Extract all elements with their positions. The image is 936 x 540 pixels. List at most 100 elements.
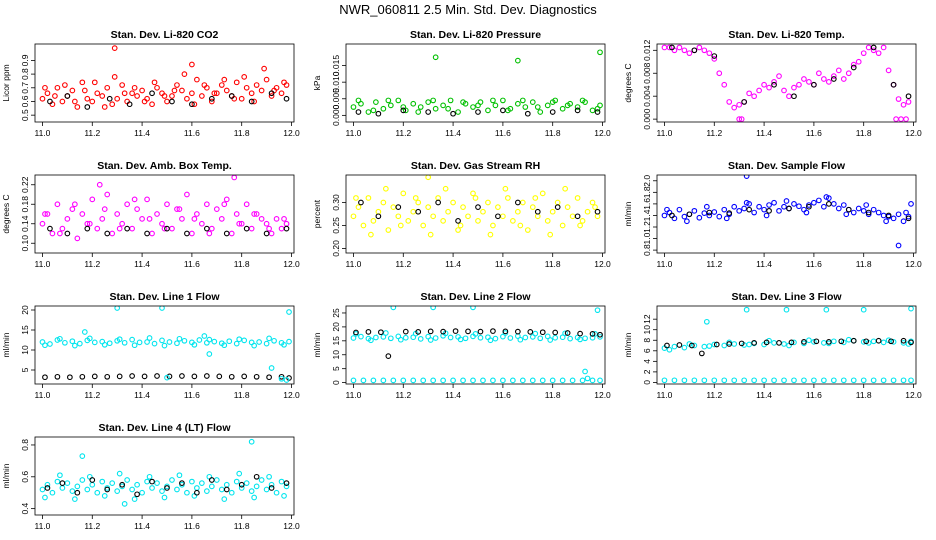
data-point-primary — [71, 342, 78, 349]
data-point-primary — [519, 199, 526, 206]
data-point-primary — [597, 334, 603, 340]
y-tick-label: 20 — [331, 322, 341, 332]
chart-panel-9: Stan. Dev. Line 3 Flow ml/min 11.0 11.2 11.4… — [623, 291, 922, 400]
data-point-primary — [425, 175, 432, 181]
data-point-primary-low — [529, 377, 536, 384]
data-point-primary — [86, 335, 93, 342]
data-point-primary — [114, 306, 121, 311]
data-point-secondary — [776, 340, 782, 346]
data-point-primary — [410, 100, 417, 107]
data-point-primary-low — [440, 377, 446, 384]
data-point-secondary — [888, 338, 894, 345]
data-point-primary — [238, 95, 245, 102]
data-point-primary — [228, 230, 235, 237]
data-point-primary — [475, 102, 481, 109]
x-tick-label: 12.0 — [905, 259, 922, 269]
x-tick-label: 11.8 — [856, 259, 872, 269]
data-point-primary — [791, 201, 797, 207]
data-point-primary — [751, 93, 757, 100]
data-point-primary-low — [661, 377, 668, 384]
data-point-primary — [895, 242, 902, 249]
y-tick-label: 0.012 — [642, 39, 652, 61]
data-point-primary — [74, 104, 81, 110]
x-tick-label: 11.2 — [706, 259, 722, 269]
data-point-primary-low — [731, 377, 738, 384]
data-point-primary — [179, 216, 185, 222]
y-tick-label: 10 — [331, 350, 341, 360]
data-point-primary-low — [420, 377, 427, 384]
x-tick-label: 11.0 — [657, 390, 673, 400]
data-point-secondary — [126, 101, 133, 108]
data-point-primary-low — [480, 377, 486, 384]
x-tick-label: 11.8 — [234, 390, 250, 400]
data-point-primary — [121, 501, 128, 507]
data-point-secondary — [253, 373, 260, 380]
y-tick-label: 5 — [20, 367, 30, 372]
data-point-primary-low — [579, 377, 586, 384]
data-point-primary-low — [430, 377, 437, 384]
data-point-primary — [549, 208, 556, 215]
data-point-primary — [385, 227, 392, 233]
data-point-primary — [721, 206, 728, 213]
points-group — [350, 175, 601, 238]
data-point-primary — [445, 208, 451, 215]
x-tick-label: 11.2 — [84, 128, 100, 138]
data-point-primary — [460, 204, 466, 210]
x-tick-label: 12.0 — [905, 390, 922, 400]
data-point-primary — [223, 481, 230, 488]
data-point-primary — [121, 339, 128, 346]
data-point-primary — [487, 231, 494, 238]
data-point-primary — [843, 211, 850, 218]
data-point-secondary — [141, 373, 148, 380]
data-point-primary — [475, 218, 481, 224]
data-point-primary — [101, 493, 108, 499]
data-point-primary — [485, 199, 491, 206]
data-point-primary — [589, 107, 596, 114]
data-point-primary — [383, 185, 389, 192]
data-point-primary — [432, 105, 439, 112]
data-point-primary — [74, 235, 81, 242]
data-point-secondary — [149, 478, 155, 485]
x-tick-label: 11.0 — [346, 390, 362, 400]
data-point-primary — [442, 185, 449, 192]
data-point-primary — [400, 190, 407, 197]
data-point-secondary — [243, 225, 250, 232]
y-tick-label: 0.005 — [331, 88, 341, 110]
data-point-primary-low — [597, 377, 603, 384]
data-point-primary — [816, 70, 822, 77]
data-point-secondary — [169, 98, 175, 105]
data-point-primary — [485, 334, 491, 341]
data-point-primary — [776, 73, 782, 79]
data-point-primary — [529, 204, 536, 210]
x-tick-label: 11.6 — [184, 390, 200, 400]
data-point-primary-low — [559, 377, 566, 384]
data-point-primary — [796, 203, 802, 210]
y-tick-label: 0.20 — [331, 240, 341, 257]
data-point-primary — [574, 104, 581, 110]
data-point-primary-low — [900, 377, 907, 384]
data-point-primary-low — [539, 377, 546, 384]
data-point-primary — [830, 73, 837, 79]
data-point-primary — [743, 306, 750, 313]
data-point-primary — [845, 70, 852, 77]
panel-title: Stan. Dev. Line 3 Flow — [731, 291, 842, 303]
data-point-secondary — [865, 209, 872, 216]
data-point-secondary — [870, 44, 877, 51]
data-point-secondary — [435, 199, 441, 206]
data-point-primary — [71, 201, 78, 208]
data-point-primary — [42, 211, 48, 217]
data-point-primary — [900, 101, 907, 108]
data-point-primary — [402, 334, 409, 341]
data-point-secondary — [669, 212, 675, 219]
data-point-primary — [353, 195, 359, 201]
data-point-primary — [39, 95, 46, 102]
y-tick-label: 2.0 — [642, 175, 652, 187]
data-point-primary — [569, 213, 576, 220]
data-point-primary — [84, 486, 91, 493]
data-point-primary — [174, 340, 180, 347]
data-point-secondary — [786, 205, 792, 212]
data-point-secondary — [263, 230, 270, 237]
data-point-primary — [895, 96, 902, 102]
data-point-primary — [803, 209, 810, 216]
x-tick-label: 12.0 — [283, 128, 300, 138]
